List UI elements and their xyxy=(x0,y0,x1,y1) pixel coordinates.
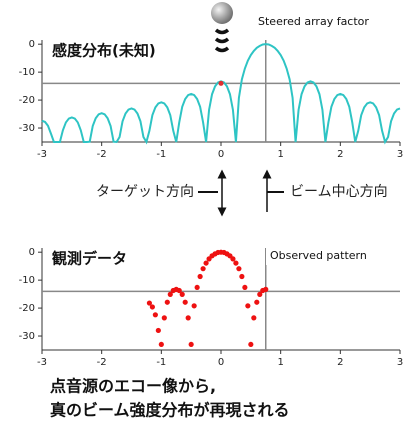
x-tick-label: 2 xyxy=(337,149,343,160)
y-tick-label: -10 xyxy=(19,275,35,286)
legend-label: Observed pattern xyxy=(270,249,367,262)
point xyxy=(236,266,241,271)
point xyxy=(150,304,155,309)
y-tick-label: 0 xyxy=(29,247,35,258)
y-tick-label: 0 xyxy=(29,39,35,50)
point xyxy=(153,312,158,317)
x-tick-label: 1 xyxy=(277,357,283,368)
x-tick-label: -3 xyxy=(37,149,47,160)
caption: 点音源のエコー像から, xyxy=(50,377,216,396)
x-tick-label: -1 xyxy=(156,357,166,368)
point xyxy=(254,300,259,305)
point xyxy=(245,303,250,308)
target-marker xyxy=(219,81,224,86)
x-tick-label: -1 xyxy=(156,149,166,160)
point xyxy=(251,315,256,320)
point xyxy=(186,315,191,320)
point xyxy=(165,300,170,305)
x-tick-label: -2 xyxy=(97,357,107,368)
direction-arrows: ターゲット方向 ビーム中心方向 xyxy=(96,174,388,212)
echo-waves xyxy=(216,30,228,51)
point xyxy=(239,274,244,279)
x-tick-label: 1 xyxy=(277,149,283,160)
point xyxy=(192,303,197,308)
arrow-label: ターゲット方向 xyxy=(96,184,194,200)
y-tick-label: -30 xyxy=(19,123,35,134)
y-tick-label: -30 xyxy=(19,331,35,342)
point-source xyxy=(211,2,233,24)
point xyxy=(195,285,200,290)
caption: 真のビーム強度分布が再現される xyxy=(50,401,290,420)
point xyxy=(198,274,203,279)
x-tick-label: 2 xyxy=(337,357,343,368)
point xyxy=(242,285,247,290)
diagram: 0-10-20-30-3-2-10123 0-10-20-30-3-2-1012… xyxy=(0,0,410,430)
y-tick-label: -20 xyxy=(19,303,35,314)
point xyxy=(263,287,268,292)
y-tick-label: -20 xyxy=(19,95,35,106)
y-tick-label: -10 xyxy=(19,67,35,78)
x-tick-label: -3 xyxy=(37,357,47,368)
point xyxy=(230,256,235,261)
point xyxy=(233,260,238,265)
x-tick-label: 3 xyxy=(397,149,403,160)
point xyxy=(162,315,167,320)
point xyxy=(183,300,188,305)
panel-label: 感度分布(未知) xyxy=(52,42,156,60)
point xyxy=(203,260,208,265)
x-tick-label: 0 xyxy=(218,357,224,368)
x-tick-label: 0 xyxy=(218,149,224,160)
point xyxy=(159,342,164,347)
point xyxy=(156,328,161,333)
panel-label: 観測データ xyxy=(52,250,127,268)
point xyxy=(248,342,253,347)
x-tick-label: 3 xyxy=(397,357,403,368)
x-tick-label: -2 xyxy=(97,149,107,160)
point xyxy=(201,266,206,271)
point xyxy=(180,292,185,297)
point xyxy=(189,342,194,347)
legend-label: Steered array factor xyxy=(258,15,369,28)
arrow-label: ビーム中心方向 xyxy=(290,184,388,200)
